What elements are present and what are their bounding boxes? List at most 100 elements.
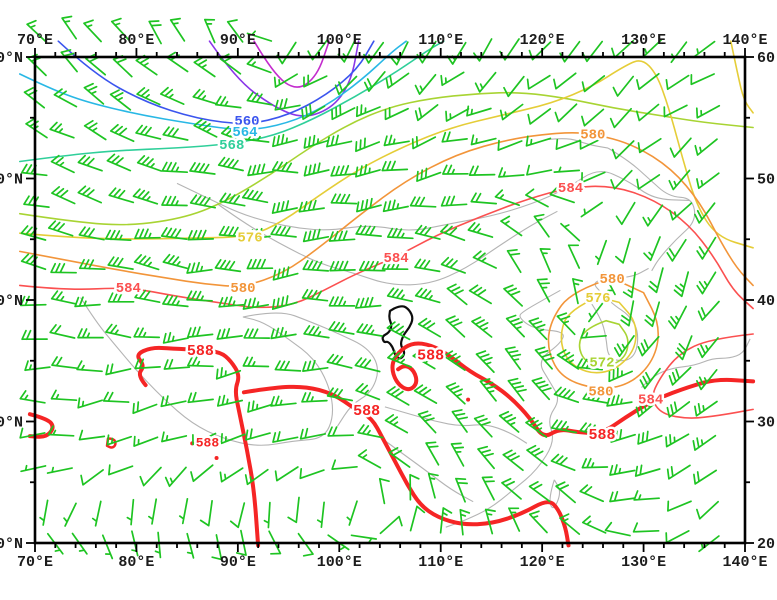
wind-barb <box>696 236 717 260</box>
wind-barb <box>567 244 581 269</box>
wind-barb <box>132 188 159 205</box>
wind-barb <box>412 349 436 370</box>
wind-barb <box>381 259 409 271</box>
wind-barb <box>126 498 135 526</box>
contour-588 <box>241 384 571 548</box>
province-border <box>607 147 696 272</box>
wind-barb <box>581 75 606 93</box>
wind-barb <box>644 301 661 328</box>
wind-barb <box>61 15 78 40</box>
wind-barb <box>526 74 551 90</box>
wind-barb <box>472 250 497 269</box>
wind-barb <box>178 497 189 525</box>
wind-barb <box>579 137 604 150</box>
wind-barb <box>271 161 299 174</box>
wind-barb <box>328 296 356 307</box>
wind-barb <box>354 357 381 373</box>
wind-barb <box>666 401 691 418</box>
wind-barb <box>595 239 608 266</box>
contour-576 <box>560 296 637 374</box>
wind-barb <box>613 335 635 358</box>
wind-barb <box>554 103 578 123</box>
wind-barb <box>350 534 378 544</box>
wind-barb <box>502 449 524 472</box>
wind-barb <box>484 508 496 535</box>
wind-barb <box>692 434 717 451</box>
wind-barb <box>384 107 409 121</box>
wind-barb <box>383 134 410 147</box>
wind-barb <box>24 360 51 372</box>
wind-barb <box>303 325 330 339</box>
wind-barb <box>531 377 552 401</box>
wind-barb <box>378 477 390 505</box>
wind-barb <box>297 532 314 557</box>
wind-barb <box>615 201 636 226</box>
wind-barb <box>536 278 551 303</box>
wind-barb <box>91 500 102 527</box>
wind-barb <box>101 534 114 560</box>
wind-barb <box>274 466 299 482</box>
wind-barb <box>602 271 616 296</box>
wind-barb <box>356 197 382 213</box>
axis-label-top: 100°E <box>317 32 362 49</box>
contour-label-580: 580 <box>588 384 613 400</box>
wind-barb <box>246 56 272 74</box>
wind-barb <box>169 17 186 42</box>
wind-barb <box>427 472 439 499</box>
wind-barb <box>163 358 191 370</box>
wind-barb <box>697 300 720 321</box>
wind-barb <box>189 194 217 209</box>
wind-barb <box>327 426 355 437</box>
wind-barb <box>528 317 548 341</box>
wind-barb <box>162 253 189 270</box>
wind-barb <box>642 38 663 58</box>
wind-barb <box>272 133 298 148</box>
wind-barb <box>409 505 426 532</box>
wind-barb <box>635 399 659 418</box>
wind-barb <box>186 290 213 302</box>
wind-barb <box>635 103 660 122</box>
wind-barb <box>633 490 660 501</box>
wind-barb <box>242 356 270 368</box>
wind-barb <box>39 499 49 526</box>
wind-barb <box>316 501 325 529</box>
wind-barb <box>468 284 492 305</box>
wind-barb <box>498 167 525 178</box>
wind-barb <box>581 457 609 469</box>
wind-barb <box>666 464 691 480</box>
wind-barb <box>696 500 719 520</box>
wind-barb <box>475 350 495 373</box>
wind-barb <box>134 288 161 304</box>
wind-barb <box>580 328 607 339</box>
wind-barb <box>270 225 297 238</box>
wind-barb <box>481 476 495 501</box>
wind-barb <box>161 161 189 174</box>
wind-barb <box>220 125 246 144</box>
wind-barb <box>477 445 495 470</box>
wind-barb <box>555 481 576 504</box>
wind-barb <box>330 164 357 177</box>
wind-barb <box>387 350 412 368</box>
wind-barb <box>106 434 133 446</box>
wind-barb <box>136 155 163 172</box>
wind-barb <box>242 297 270 310</box>
wind-barb <box>74 296 101 308</box>
axis-label-top: 90°E <box>220 32 256 49</box>
wind-barb <box>108 187 135 204</box>
wind-barb <box>47 220 74 237</box>
wind-barb <box>604 521 631 537</box>
contour-label-580: 580 <box>580 127 605 143</box>
wind-barb <box>414 104 439 122</box>
axis-label-bottom: 90°E <box>220 554 256 571</box>
wind-barb <box>135 124 162 140</box>
wind-barb <box>78 429 106 441</box>
wind-barb <box>498 410 520 433</box>
wind-barb <box>302 359 329 372</box>
wind-barb <box>226 19 244 43</box>
wind-barb <box>445 315 466 338</box>
wind-barb <box>247 400 273 413</box>
wind-barb <box>386 386 410 406</box>
wind-barb <box>110 17 130 41</box>
wind-barb <box>665 74 690 91</box>
wind-barb <box>470 192 498 205</box>
